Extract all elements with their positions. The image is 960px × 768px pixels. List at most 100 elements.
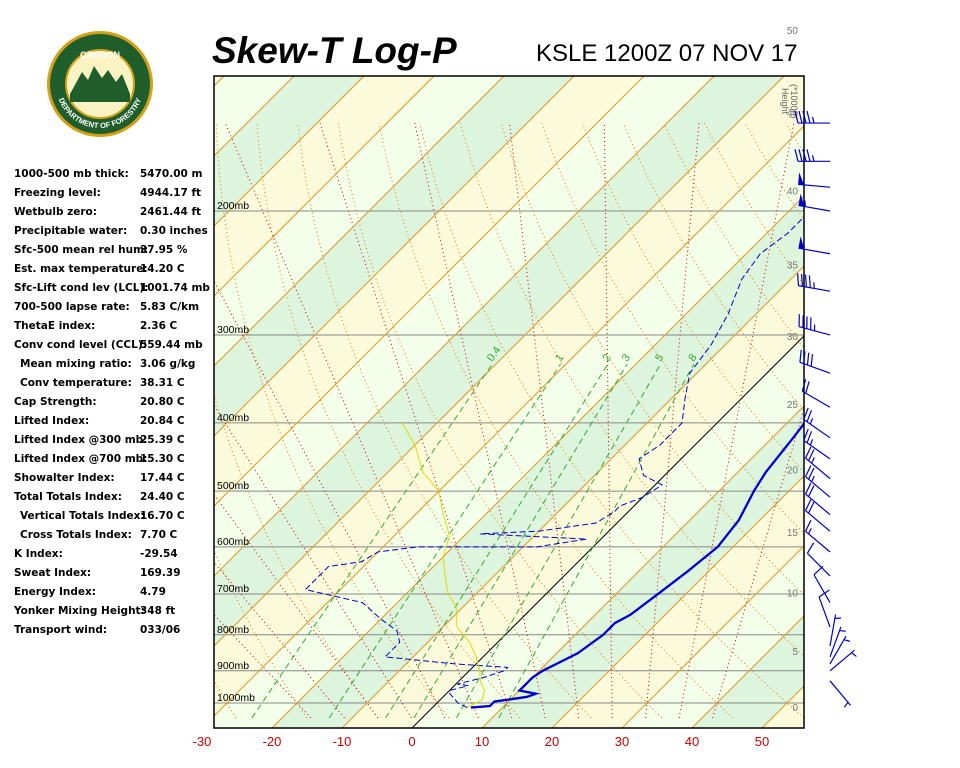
wind-barb [806, 542, 831, 577]
stat-label: Cross Totals Index: [20, 529, 132, 541]
wind-barb [804, 519, 831, 553]
stat-label: Yonker Mixing Height: [14, 605, 145, 617]
wind-barb-staff [803, 418, 831, 439]
wind-barb-pennant [798, 236, 805, 250]
wind-barb-feather [798, 110, 803, 124]
wind-barb-staff [829, 614, 837, 647]
wind-barb [798, 314, 831, 336]
oregon-forestry-logo: OREGON DEPARTMENT OF FORESTRY [47, 31, 153, 137]
stat-value: 5.83 C/km [140, 301, 200, 313]
x-tick-label: -10 [333, 734, 352, 749]
stat-value: 3.06 g/kg [140, 358, 196, 370]
isotherm-line [832, 76, 960, 728]
height-axis: Height (*1000ft) 0 5 10 15 20 25 30 35 40 45 50 [780, 26, 799, 714]
wind-barb-half-feather [843, 701, 849, 708]
wind-barb-half-feather [811, 116, 815, 124]
wind-barb [829, 626, 846, 658]
pressure-label: 500mb [217, 480, 249, 492]
stat-value: 348 ft [140, 605, 176, 617]
dry-adiabat [337, 122, 663, 719]
stat-value: 033/06 [140, 624, 181, 636]
pressure-labels: 200mb 300mb 400mb 500mb 600mb 700mb 800mb 900mb… [217, 200, 255, 704]
isotherm-band [214, 126, 804, 728]
wind-barb-feather [799, 349, 802, 363]
pressure-label: 300mb [217, 324, 249, 336]
mixing-ratio-line [251, 363, 493, 719]
stat-label: Vertical Totals Index: [20, 510, 145, 522]
wind-barb-pennant [798, 193, 805, 207]
stat-label: Total Totals Index: [14, 491, 122, 503]
stat-value: 0.30 inches [140, 225, 208, 237]
pressure-label: 600mb [217, 536, 249, 548]
isotherm-line [691, 615, 804, 728]
wind-barb [798, 236, 831, 255]
stat-label: Sfc-500 mean rel hum: [14, 244, 149, 256]
stat-value: -29.54 [140, 548, 178, 560]
pressure-label: 400mb [217, 412, 249, 424]
x-tick-label: 50 [755, 734, 769, 749]
isotherm-line [271, 195, 804, 728]
temperature-trace [470, 421, 804, 709]
x-tick-label: 30 [615, 734, 629, 749]
mixing-ratio-line [385, 363, 609, 719]
wind-barb-staff [805, 457, 831, 480]
wind-barb-feather [803, 351, 806, 364]
stat-label: Est. max temperature: [14, 263, 148, 275]
wind-barb-staff [805, 530, 831, 553]
svg-text:OREGON: OREGON [80, 50, 120, 60]
wind-barb-staff [806, 552, 831, 577]
isotherm-line [214, 76, 645, 507]
height-axis-unit: (*1000ft) [789, 84, 799, 119]
wind-barb-feather [808, 275, 811, 288]
height-axis-title: Height [780, 88, 790, 115]
height-tick-label: 45 [787, 108, 799, 119]
wind-barb-feather [806, 149, 811, 162]
wind-barb [803, 407, 831, 439]
stat-value: 4.79 [140, 586, 166, 598]
pressure-label: 900mb [217, 660, 249, 672]
stat-value: 37.95 % [140, 244, 188, 256]
wind-barb-half-feather [811, 155, 815, 162]
wind-barb [804, 499, 831, 532]
isotherm-band [0, 76, 14, 728]
parcel-trace [401, 422, 486, 708]
isotherm-line [214, 76, 575, 437]
dry-adiabat [908, 123, 960, 718]
stat-value: 20.84 C [140, 415, 185, 427]
pressure-label: 1000mb [217, 692, 255, 704]
dry-adiabat [378, 122, 734, 719]
wind-barb-staff [803, 440, 831, 460]
height-tick-label: 5 [792, 647, 798, 658]
wind-barb [801, 379, 831, 408]
wind-barb-staff [829, 649, 855, 672]
stat-value: 25.39 C [140, 434, 185, 446]
stat-value: 20.80 C [140, 396, 185, 408]
x-tick-label: 20 [545, 734, 559, 749]
stat-value: 1001.74 mb [140, 282, 210, 294]
wind-barb [798, 172, 831, 188]
height-tick-label: 15 [787, 528, 799, 539]
wind-barbs [794, 110, 857, 708]
isotherm-line [214, 76, 715, 577]
stat-value: 38.31 C [140, 377, 185, 389]
x-tick-label: -20 [263, 734, 282, 749]
x-tick-label: 0 [408, 734, 415, 749]
stat-value: 17.44 C [140, 472, 185, 484]
isotherm-line [621, 545, 804, 728]
isotherm-line [551, 475, 804, 728]
wind-barb-feather [806, 542, 815, 554]
wind-barb [804, 465, 831, 498]
wind-barb [804, 482, 831, 516]
wind-barb-staff [801, 390, 831, 408]
stat-label: Lifted Index: [14, 415, 90, 427]
height-tick-label: 40 [787, 186, 799, 197]
dry-adiabat [459, 122, 804, 657]
pressure-label: 700mb [217, 583, 249, 595]
wind-barb-feather [808, 449, 815, 461]
stat-value: 14.20 C [140, 263, 185, 275]
wind-barb-feather [803, 428, 809, 441]
mixing-ratio-label: 5 [653, 352, 666, 364]
wind-barb [799, 349, 831, 374]
dry-adiabat [827, 123, 960, 718]
isotherm-line [214, 76, 435, 297]
